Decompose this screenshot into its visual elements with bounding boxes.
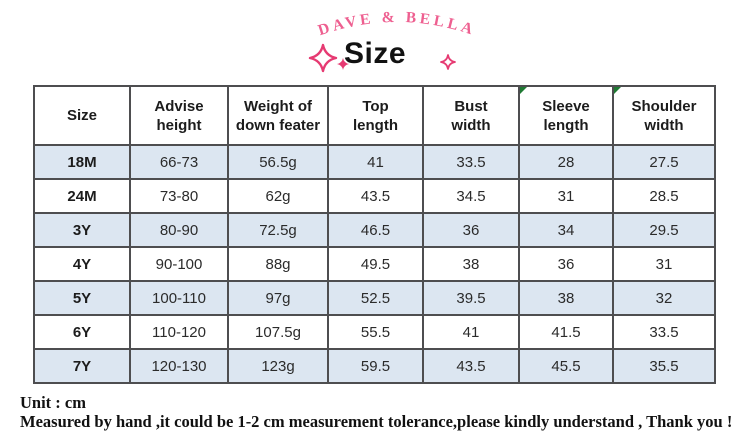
size-value: 28	[518, 144, 614, 180]
size-value: 41.5	[518, 314, 614, 350]
size-value: 46.5	[327, 212, 424, 248]
size-value: 80-90	[129, 212, 229, 248]
size-value: 62g	[227, 178, 329, 214]
cell-comment-marker-icon	[521, 88, 527, 94]
size-value: 110-120	[129, 314, 229, 350]
table-row-3y: 3Y 80-90 72.5g 46.5 36 34 29.5	[33, 212, 716, 248]
size-value: 38	[518, 280, 614, 316]
table-row-18m: 18M 66-73 56.5g 41 33.5 28 27.5	[33, 144, 716, 180]
size-value: 52.5	[327, 280, 424, 316]
size-label: 7Y	[33, 348, 131, 384]
sparkle-icon	[440, 54, 456, 70]
size-value: 90-100	[129, 246, 229, 282]
size-value: 27.5	[612, 144, 716, 180]
size-value: 34	[518, 212, 614, 248]
size-value: 88g	[227, 246, 329, 282]
size-value: 32	[612, 280, 716, 316]
size-value: 66-73	[129, 144, 229, 180]
size-value: 38	[422, 246, 520, 282]
size-value: 49.5	[327, 246, 424, 282]
table-header-row: Size Advise height Weight of down feater To…	[33, 85, 716, 146]
size-value: 41	[422, 314, 520, 350]
size-value: 31	[612, 246, 716, 282]
table-header: Size Advise height Weight of down feater To…	[33, 85, 716, 146]
size-value: 29.5	[612, 212, 716, 248]
svg-text:DAVE & BELLA: DAVE & BELLA	[316, 9, 478, 39]
size-label: 6Y	[33, 314, 131, 350]
brand-name: DAVE & BELLA	[316, 9, 475, 39]
header-decoration: DAVE & BELLA	[308, 9, 478, 73]
size-value: 36	[422, 212, 520, 248]
size-label: 5Y	[33, 280, 131, 316]
size-value: 72.5g	[227, 212, 329, 248]
column-header-size: Size	[33, 85, 131, 146]
column-header-top-length: Top length	[327, 85, 424, 146]
size-label: 4Y	[33, 246, 131, 282]
table-row-6y: 6Y 110-120 107.5g 55.5 41 41.5 33.5	[33, 314, 716, 350]
size-label: 24M	[33, 178, 131, 214]
size-value: 59.5	[327, 348, 424, 384]
size-value: 45.5	[518, 348, 614, 384]
footer-notes: Unit : cm Measured by hand ,it could be …	[20, 393, 732, 431]
sparkle-icon	[337, 58, 349, 70]
column-header-weight-of-down-feater: Weight of down feater	[227, 85, 329, 146]
table-row-5y: 5Y 100-110 97g 52.5 39.5 38 32	[33, 280, 716, 316]
column-header-sleeve-length: Sleeve length	[518, 85, 614, 146]
size-value: 123g	[227, 348, 329, 384]
size-label: 3Y	[33, 212, 131, 248]
size-value: 34.5	[422, 178, 520, 214]
size-value: 35.5	[612, 348, 716, 384]
column-header-bust-width: Bust width	[422, 85, 520, 146]
size-value: 28.5	[612, 178, 716, 214]
table-body: 18M 66-73 56.5g 41 33.5 28 27.5 24M 73-80 62g 43.5…	[33, 144, 716, 384]
size-value: 55.5	[327, 314, 424, 350]
size-value: 107.5g	[227, 314, 329, 350]
size-value: 33.5	[422, 144, 520, 180]
unit-note: Unit : cm	[20, 393, 86, 412]
size-value: 41	[327, 144, 424, 180]
tolerance-note: Measured by hand ,it could be 1-2 cm mea…	[20, 412, 733, 431]
column-header-advise-height: Advise height	[129, 85, 229, 146]
table-row-4y: 4Y 90-100 88g 49.5 38 36 31	[33, 246, 716, 282]
size-value: 56.5g	[227, 144, 329, 180]
cell-comment-marker-icon	[615, 88, 621, 94]
size-value: 73-80	[129, 178, 229, 214]
table-row-7y: 7Y 120-130 123g 59.5 43.5 45.5 35.5	[33, 348, 716, 384]
size-label: 18M	[33, 144, 131, 180]
size-value: 120-130	[129, 348, 229, 384]
size-value: 100-110	[129, 280, 229, 316]
size-value: 43.5	[327, 178, 424, 214]
size-value: 97g	[227, 280, 329, 316]
sparkle-icon	[308, 43, 338, 73]
column-header-shoulder-width: Shoulder width	[612, 85, 716, 146]
size-chart-table: Size Advise height Weight of down feater To…	[33, 85, 716, 384]
page-title: Size	[343, 37, 407, 70]
size-value: 33.5	[612, 314, 716, 350]
size-value: 39.5	[422, 280, 520, 316]
size-value: 43.5	[422, 348, 520, 384]
size-value: 36	[518, 246, 614, 282]
size-value: 31	[518, 178, 614, 214]
table-row-24m: 24M 73-80 62g 43.5 34.5 31 28.5	[33, 178, 716, 214]
